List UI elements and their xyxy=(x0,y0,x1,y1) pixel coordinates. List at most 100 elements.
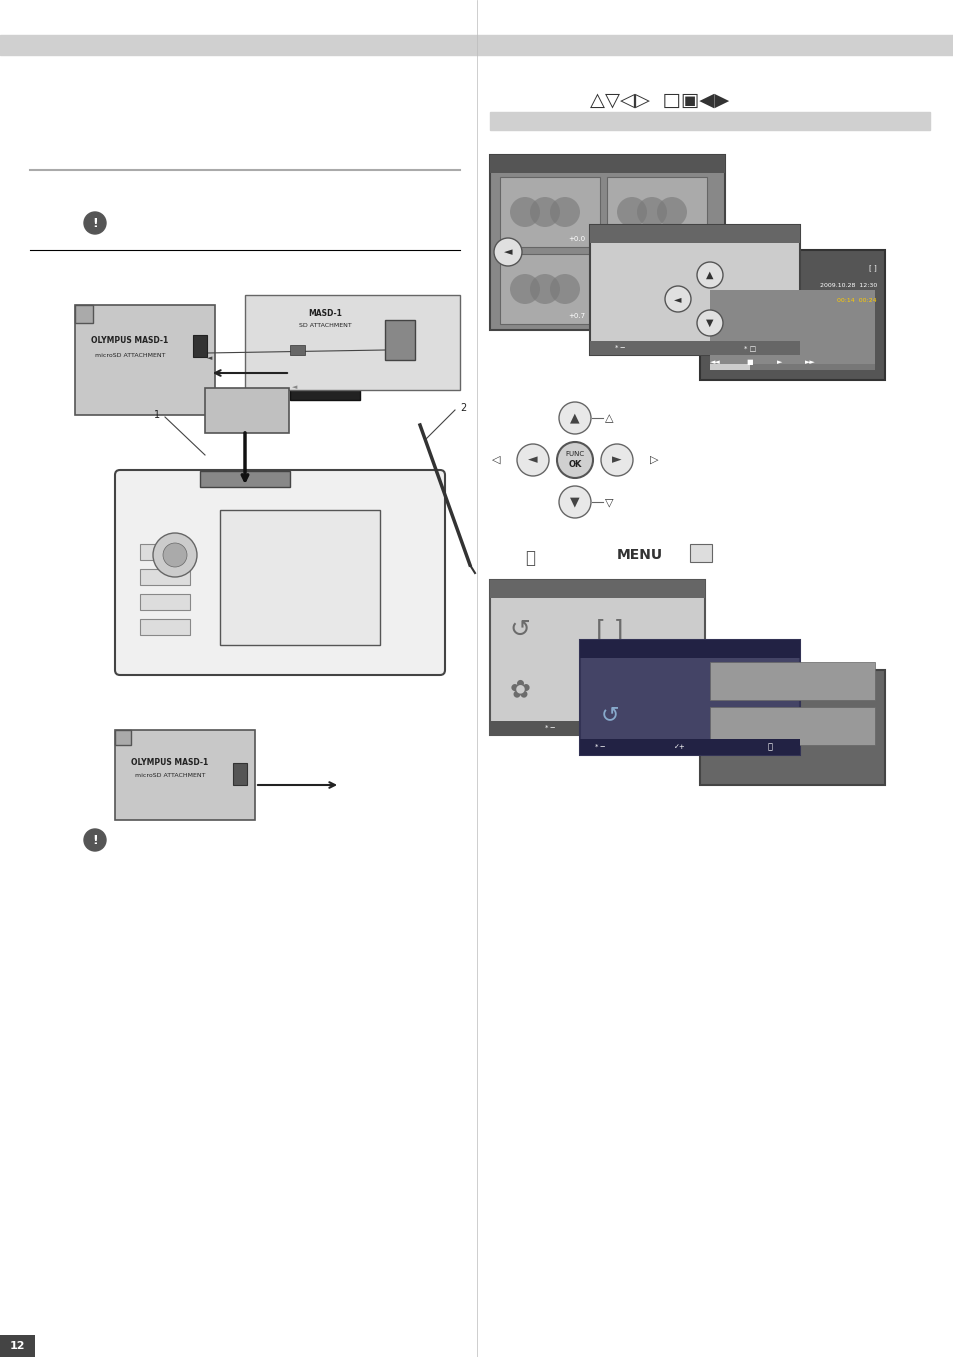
Text: +0.0: +0.0 xyxy=(567,236,584,242)
Bar xyxy=(75,305,92,323)
Text: ↺: ↺ xyxy=(509,617,530,642)
Text: * ─: * ─ xyxy=(544,725,555,731)
Bar xyxy=(589,225,800,356)
Bar xyxy=(490,579,704,598)
Text: OK: OK xyxy=(568,460,581,468)
Circle shape xyxy=(550,197,579,227)
Bar xyxy=(0,1335,35,1357)
Circle shape xyxy=(510,197,539,227)
Text: ▲: ▲ xyxy=(570,411,579,425)
Circle shape xyxy=(697,262,722,288)
Circle shape xyxy=(510,274,539,304)
Text: ◄: ◄ xyxy=(528,453,537,467)
Text: * ─: * ─ xyxy=(595,744,604,750)
Text: !: ! xyxy=(92,833,98,847)
Text: OLYMPUS MASD-1: OLYMPUS MASD-1 xyxy=(132,757,209,767)
FancyBboxPatch shape xyxy=(115,470,444,674)
Text: SD ATTACHMENT: SD ATTACHMENT xyxy=(298,323,351,327)
Text: 2009.10.28  12:30: 2009.10.28 12:30 xyxy=(819,282,876,288)
Bar xyxy=(689,544,711,562)
Bar xyxy=(589,341,800,356)
Bar xyxy=(709,364,874,370)
Bar xyxy=(499,254,599,324)
Text: △▽◁▷  □▣◀▶: △▽◁▷ □▣◀▶ xyxy=(590,91,729,110)
Bar xyxy=(490,155,724,330)
Bar xyxy=(490,113,929,130)
Text: 🗑: 🗑 xyxy=(524,550,535,567)
Text: ◄: ◄ xyxy=(292,384,297,389)
Circle shape xyxy=(664,286,690,312)
Bar xyxy=(709,290,874,365)
Bar xyxy=(140,544,190,560)
Circle shape xyxy=(530,274,559,304)
Bar xyxy=(606,176,706,247)
Bar xyxy=(140,619,190,635)
Text: ■: ■ xyxy=(746,360,753,365)
Text: ✓+: ✓+ xyxy=(674,744,685,750)
Text: ▷: ▷ xyxy=(649,455,658,465)
Text: ▲: ▲ xyxy=(705,270,713,280)
Circle shape xyxy=(637,274,666,304)
Bar xyxy=(290,345,359,400)
Text: microSD ATTACHMENT: microSD ATTACHMENT xyxy=(94,353,165,357)
Circle shape xyxy=(657,274,686,304)
Bar xyxy=(115,730,131,745)
Text: ◁: ◁ xyxy=(491,455,499,465)
Text: MASD-1: MASD-1 xyxy=(308,308,341,318)
Bar xyxy=(115,730,254,820)
Text: * □: * □ xyxy=(743,345,756,351)
Circle shape xyxy=(550,274,579,304)
Text: ►►: ►► xyxy=(803,360,815,365)
Text: ✿: ✿ xyxy=(598,678,619,702)
Circle shape xyxy=(530,197,559,227)
Circle shape xyxy=(152,533,196,577)
Text: OLYMPUS MASD-1: OLYMPUS MASD-1 xyxy=(91,335,169,345)
Bar xyxy=(193,335,207,357)
Bar xyxy=(499,176,599,247)
Circle shape xyxy=(517,444,548,476)
Text: ↺: ↺ xyxy=(600,706,618,725)
Bar xyxy=(579,641,800,658)
Text: 🗑: 🗑 xyxy=(767,742,772,752)
Bar xyxy=(579,641,800,754)
Text: ►: ► xyxy=(702,247,711,256)
Text: ◄: ◄ xyxy=(207,356,213,361)
Circle shape xyxy=(84,829,106,851)
Bar xyxy=(490,721,704,735)
Bar xyxy=(700,250,884,380)
Text: MENU: MENU xyxy=(617,548,662,562)
Bar xyxy=(709,364,749,370)
Text: * ─: * ─ xyxy=(615,345,624,351)
Bar xyxy=(490,579,704,735)
Bar xyxy=(140,594,190,611)
Bar xyxy=(709,662,874,700)
Bar xyxy=(490,155,724,172)
Bar xyxy=(205,388,289,433)
Circle shape xyxy=(692,237,720,266)
Circle shape xyxy=(617,274,646,304)
Circle shape xyxy=(557,442,593,478)
Circle shape xyxy=(657,197,686,227)
Bar xyxy=(579,740,800,754)
Bar xyxy=(606,254,706,324)
Text: 1: 1 xyxy=(153,410,160,421)
Text: △: △ xyxy=(604,413,613,423)
Circle shape xyxy=(617,197,646,227)
Circle shape xyxy=(494,237,521,266)
Text: FUNC: FUNC xyxy=(565,451,584,457)
Bar xyxy=(700,670,884,784)
Text: ▽: ▽ xyxy=(604,497,613,508)
Circle shape xyxy=(163,543,187,567)
Bar xyxy=(709,707,874,745)
Text: !: ! xyxy=(92,217,98,229)
Circle shape xyxy=(84,212,106,233)
Bar xyxy=(220,510,379,645)
Text: ►: ► xyxy=(612,453,621,467)
Bar xyxy=(140,569,190,585)
Bar xyxy=(0,35,953,56)
Text: +0.3: +0.3 xyxy=(674,236,691,242)
Bar xyxy=(233,763,247,784)
Text: ▼: ▼ xyxy=(705,318,713,328)
Text: 2: 2 xyxy=(459,403,466,413)
Text: +0.7: +0.7 xyxy=(567,313,584,319)
